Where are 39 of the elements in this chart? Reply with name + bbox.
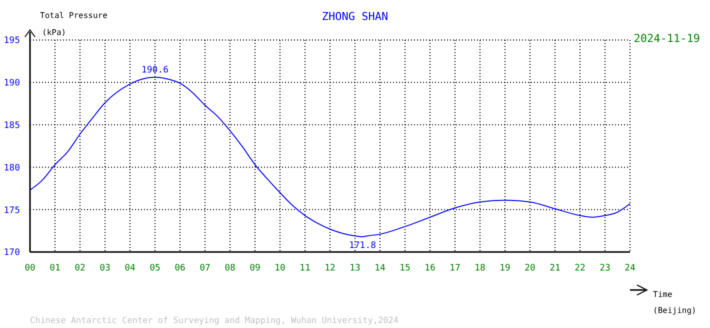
x-tick-label: 09 bbox=[250, 263, 260, 274]
x-tick-label: 17 bbox=[450, 263, 460, 274]
x-tick-label: 13 bbox=[350, 263, 360, 274]
y-tick-label: 195 bbox=[4, 36, 20, 46]
x-tick-label: 11 bbox=[300, 263, 310, 274]
x-tick-label: 19 bbox=[500, 263, 510, 274]
x-tick-label: 24 bbox=[624, 263, 636, 274]
x-tick-label: 21 bbox=[550, 263, 560, 274]
text: 2024-11-19 bbox=[634, 32, 700, 45]
chart-title: ZHONG SHAN bbox=[322, 10, 388, 23]
x-tick-label: 14 bbox=[374, 263, 386, 274]
text: Chinese Antarctic Center of Surveying and Mapping, Wuhan University,2024 bbox=[30, 316, 398, 326]
x-tick-label: 04 bbox=[124, 263, 136, 274]
line-series bbox=[30, 76, 630, 238]
x-tick-label: 16 bbox=[424, 263, 436, 274]
x-tick-label: 01 bbox=[50, 263, 60, 274]
y-tick-label: 185 bbox=[4, 120, 20, 131]
annotation: 190.6 bbox=[141, 65, 169, 76]
x-tick-label: 20 bbox=[524, 263, 536, 274]
y-tick-label: 180 bbox=[4, 163, 20, 174]
x-axis-title: Time (Beijing) bbox=[653, 290, 696, 315]
x-tick-label: 03 bbox=[100, 263, 110, 274]
x-tick-label: 05 bbox=[150, 263, 160, 274]
y-tick-label: 175 bbox=[4, 206, 20, 216]
x-tick-label: 10 bbox=[274, 263, 286, 274]
x-tick-label: 02 bbox=[74, 263, 86, 274]
x-tick-label: 23 bbox=[600, 263, 610, 274]
x-tick-label: 12 bbox=[324, 263, 336, 274]
y-tick-label: 170 bbox=[4, 248, 20, 258]
x-tick-label: 07 bbox=[200, 263, 210, 274]
x-tick-label: 22 bbox=[574, 263, 586, 274]
x-tick-label: 00 bbox=[24, 263, 36, 274]
annotation: 171.8 bbox=[348, 241, 376, 252]
x-tick-label: 15 bbox=[400, 263, 410, 274]
x-tick-label: 06 bbox=[174, 263, 186, 274]
x-tick-label: 08 bbox=[224, 263, 236, 274]
y-axis-title: Total Pressure (kPa) bbox=[40, 11, 108, 37]
x-tick-label: 18 bbox=[474, 263, 486, 274]
y-tick-label: 190 bbox=[4, 78, 20, 89]
